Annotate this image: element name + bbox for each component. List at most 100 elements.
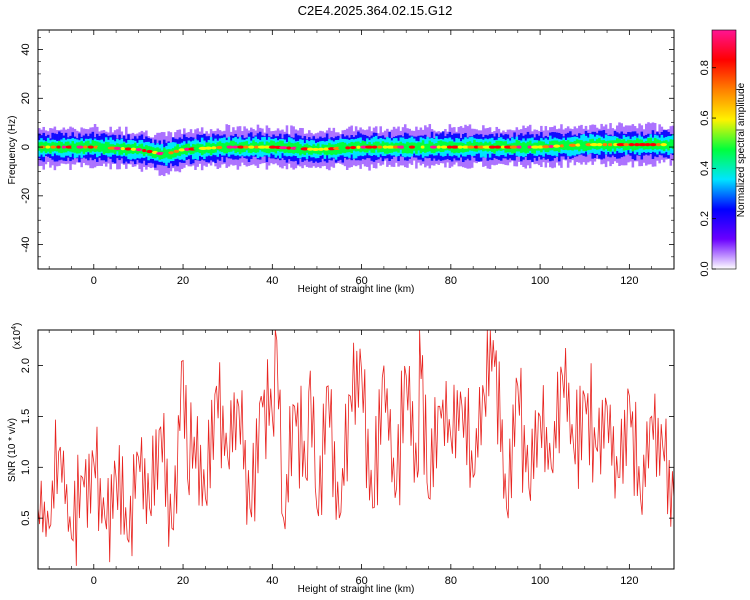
snr-y-tick-label: 0.5 (20, 511, 32, 526)
spectrogram-peak (45, 145, 51, 149)
spectrogram-cell (419, 142, 423, 154)
spectrogram-peak (500, 145, 506, 149)
spectrogram-peak (135, 147, 142, 152)
spectrogram-cell (611, 140, 615, 149)
colorbar: 0.0 0.2 0.4 0.6 0.8 Normalized spectral ampl… (699, 29, 747, 277)
spectrogram-peak (462, 145, 470, 149)
spectrogram-cell (374, 141, 378, 150)
spectrogram-peak (178, 148, 185, 152)
colorbar-tick-label: 0.6 (699, 110, 711, 125)
spectrogram-peak (638, 143, 647, 147)
spectrogram-y-tick-label: 40 (20, 43, 32, 55)
spectrogram-cell (178, 147, 182, 157)
spectrogram-peak (226, 145, 234, 149)
spectrogram-peak (93, 145, 99, 149)
spectrogram-peak (440, 145, 448, 149)
snr-x-tick-label: 40 (266, 575, 278, 587)
spectrogram-peak (575, 143, 581, 147)
spectrogram-frame (37, 29, 675, 270)
spectrogram-peak (420, 145, 425, 149)
spectrogram-peak (215, 145, 223, 150)
spectrogram-peak (649, 143, 657, 147)
spectrogram-cell (354, 141, 358, 152)
spectrogram-peak (377, 145, 383, 149)
spectrogram-peak (660, 143, 667, 147)
spectrogram-cell (279, 140, 282, 152)
spectrogram-cell (49, 143, 52, 154)
spectrogram-peak (371, 145, 378, 149)
spectrogram-peak (130, 147, 137, 151)
colorbar-tick-label: 0.2 (699, 211, 711, 226)
spectrogram-peak (666, 143, 672, 147)
spectrogram-x-tick-label: 20 (177, 275, 189, 287)
spectrogram-peak (142, 148, 147, 153)
spectrogram-y-tick-label: 0 (20, 144, 32, 150)
spectrogram-peak (482, 145, 492, 149)
spectrogram-y-axis-label: Frequency (Hz) (7, 116, 18, 185)
spectrogram-peak (488, 145, 496, 149)
snr-x-axis-label: Height of straight line (km) (298, 584, 415, 595)
snr-series-line (37, 329, 675, 566)
spectrogram-cell (515, 139, 519, 152)
spectrogram-peak (494, 145, 502, 149)
spectrogram-cell (615, 138, 619, 149)
spectrogram-peak (307, 147, 314, 151)
spectrogram-peak (382, 145, 388, 149)
spectrogram-x-axis-label: Height of straight line (km) (298, 284, 415, 295)
spectrogram-peak (356, 145, 361, 149)
colorbar-tick-label: 0.4 (699, 161, 711, 176)
spectrogram-peak (516, 145, 522, 149)
spectrogram-cell (167, 149, 170, 159)
spectrogram-peak (579, 143, 588, 147)
snr-x-tick-label: 100 (531, 575, 549, 587)
spectrogram-peak (607, 143, 613, 147)
spectrogram-peak (268, 145, 277, 149)
spectrogram-peak (338, 146, 347, 150)
spectrogram-peak (311, 147, 320, 152)
spectrogram-peak (120, 147, 125, 151)
snr-x-ticks: 0 20 40 60 80 100 120 (48, 330, 675, 587)
spectrogram-peak (211, 146, 217, 150)
spectrogram-peak (243, 145, 249, 149)
spectrogram-cell (225, 142, 228, 154)
spectrogram-cell (473, 139, 476, 152)
spectrogram-peak (628, 143, 635, 147)
snr-y-ticks: 0.5 1.0 1.5 2.0 (20, 358, 674, 526)
spectrogram-peak (56, 145, 61, 149)
spectrogram-peak (61, 145, 66, 149)
spectrogram-peaks (39, 143, 672, 156)
spectrogram-peak (531, 145, 540, 149)
spectrogram-peak (457, 145, 463, 149)
spectrogram-peak (184, 147, 190, 151)
spectrogram-cell (232, 140, 235, 151)
spectrogram-peak (349, 145, 357, 150)
spectrogram-cell (649, 137, 652, 149)
spectrogram-peak (65, 145, 73, 149)
snr-multiplier-label: (x104) (11, 323, 23, 350)
spectrogram-cell (546, 144, 550, 153)
spectrogram-peak (473, 145, 479, 149)
spectrogram-peak (286, 146, 292, 150)
spectrogram-cell (531, 143, 534, 154)
snr-panel: 0 20 40 60 80 100 120 0.5 1.0 1.5 2.0 Height of s… (7, 323, 675, 595)
spectrogram-peak (222, 145, 227, 149)
spectrogram-cell (145, 145, 148, 154)
spectrogram-peak (392, 145, 399, 149)
spectrogram-peak (237, 145, 244, 149)
spectrogram-peak (345, 146, 351, 150)
colorbar-ticks: 0.0 0.2 0.4 0.6 0.8 (699, 60, 716, 277)
snr-x-tick-label: 60 (355, 575, 367, 587)
spectrogram-peak (146, 149, 153, 154)
snr-y-tick-label: 2.0 (20, 358, 32, 373)
spectrogram-peak (644, 143, 651, 147)
spectrogram-peak (87, 145, 94, 149)
spectrogram-cell (82, 142, 86, 154)
spectrogram-peak (323, 147, 330, 151)
spectrogram-peak (436, 145, 441, 149)
snr-x-tick-label: 120 (620, 575, 638, 587)
spectrogram-peak (634, 143, 640, 147)
spectrogram-peak (424, 145, 432, 149)
spectrogram-peak (173, 149, 180, 153)
spectrogram-peak (521, 145, 528, 149)
